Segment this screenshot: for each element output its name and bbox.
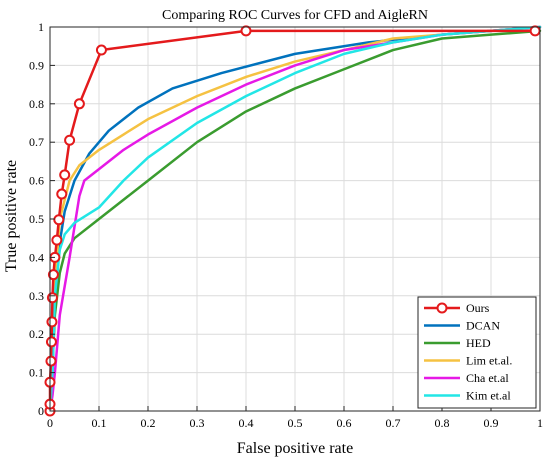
data-point bbox=[73, 98, 85, 110]
y-tick-label: 0.7 bbox=[29, 135, 44, 149]
series-line-kim-et-al bbox=[48, 25, 542, 413]
legend-box bbox=[417, 296, 537, 409]
x-tick-label: 1 bbox=[537, 416, 543, 430]
x-tick-label: 0.2 bbox=[141, 416, 156, 430]
data-point bbox=[56, 188, 68, 200]
legend-label: Ours bbox=[466, 301, 490, 315]
legend-label: Kim et.al bbox=[466, 389, 511, 403]
series-line-hed bbox=[48, 29, 542, 413]
y-tick-label: 0.5 bbox=[29, 212, 44, 226]
y-tick-label: 0 bbox=[38, 404, 44, 418]
legend-label: DCAN bbox=[466, 319, 500, 333]
x-tick-label: 0.7 bbox=[386, 416, 401, 430]
data-point bbox=[51, 234, 63, 246]
y-tick-label: 0.9 bbox=[29, 58, 44, 72]
ticks: 0 0.1 0.2 0.3 0.4 0.5 0.6 0.7 0.8 0.9 1 0 0.1 0.2 0.3 0… bbox=[29, 20, 543, 430]
y-tick-label: 0.4 bbox=[29, 250, 44, 264]
y-axis-label: True positive rate bbox=[3, 160, 20, 272]
data-point bbox=[95, 44, 107, 56]
legend-label: Cha et.al bbox=[466, 371, 509, 385]
data-point bbox=[46, 292, 58, 304]
curves bbox=[44, 25, 542, 417]
x-tick-label: 0.6 bbox=[337, 416, 352, 430]
x-tick-label: 0.3 bbox=[190, 416, 205, 430]
y-tick-label: 0.1 bbox=[29, 366, 44, 380]
y-tick-label: 0.6 bbox=[29, 174, 44, 188]
legend-label: Lim et.al. bbox=[466, 354, 512, 368]
x-axis-label: False positive rate bbox=[237, 440, 353, 457]
x-tick-label: 0.4 bbox=[239, 416, 254, 430]
data-point bbox=[59, 169, 71, 181]
y-tick-label: 0.3 bbox=[29, 289, 44, 303]
x-tick-label: 0.1 bbox=[92, 416, 107, 430]
data-point bbox=[45, 355, 57, 367]
y-tick-label: 0.2 bbox=[29, 327, 44, 341]
x-tick-label: 0 bbox=[47, 416, 53, 430]
data-point bbox=[529, 25, 541, 37]
data-point bbox=[240, 25, 252, 37]
data-point bbox=[45, 336, 57, 348]
y-tick-label: 0.8 bbox=[29, 97, 44, 111]
legend: Ours DCAN HED Lim et.al. Cha et.al Kim et.al bbox=[417, 296, 537, 409]
data-point bbox=[53, 214, 65, 226]
x-tick-label: 0.9 bbox=[484, 416, 499, 430]
data-point bbox=[47, 269, 59, 281]
x-tick-label: 0.8 bbox=[435, 416, 450, 430]
legend-marker bbox=[436, 302, 448, 314]
y-tick-label: 1 bbox=[38, 20, 44, 34]
chart-title: Comparing ROC Curves for CFD and AigleRN bbox=[162, 8, 428, 23]
data-point bbox=[64, 134, 76, 146]
x-tick-label: 0.5 bbox=[288, 416, 303, 430]
data-point bbox=[46, 316, 58, 328]
legend-label: HED bbox=[466, 336, 491, 350]
